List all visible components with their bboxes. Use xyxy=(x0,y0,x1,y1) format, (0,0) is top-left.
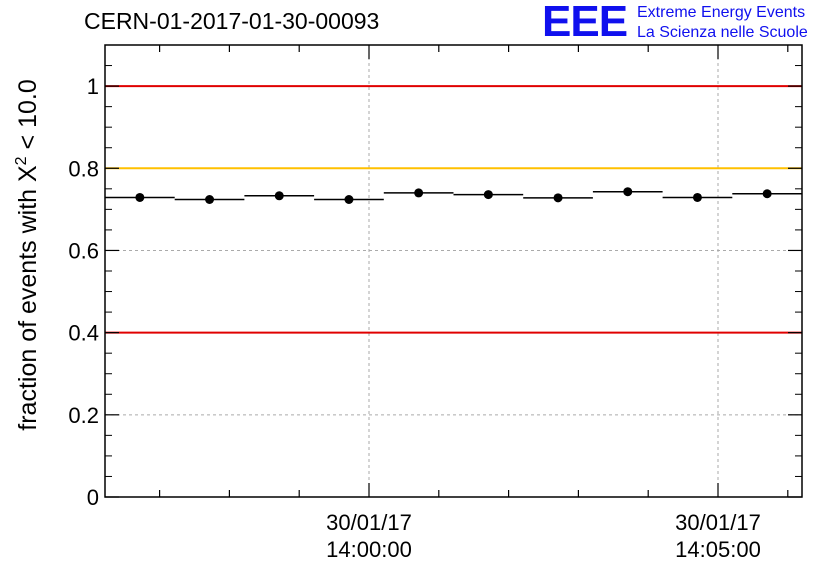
axes xyxy=(104,44,803,498)
logo-text-line2: La Scienza nelle Scuole xyxy=(637,24,808,41)
y-tick-label-0: 0 xyxy=(87,485,99,510)
x-tick-label-date-1: 30/01/17 xyxy=(675,510,761,535)
y-tick-label-5: 1 xyxy=(87,74,99,99)
y-axis-label: fraction of events with X2 < 10.0 xyxy=(13,79,42,430)
data-point-5 xyxy=(483,190,493,200)
data-point-4 xyxy=(414,188,424,198)
x-tick-label-date-0: 30/01/17 xyxy=(326,510,412,535)
y-tick-label-4: 0.8 xyxy=(68,156,99,181)
grid-lines xyxy=(105,45,802,497)
data-point-2 xyxy=(274,191,284,201)
logo-text-line1: Extreme Energy Events xyxy=(637,4,806,21)
tick-labels: 00.20.40.60.8130/01/1714:00:0030/01/1714… xyxy=(68,74,760,562)
plot-frame xyxy=(104,44,803,498)
data-point-6 xyxy=(553,193,563,203)
y-tick-label-3: 0.6 xyxy=(68,238,99,263)
x-tick-label-time-0: 14:00:00 xyxy=(326,537,412,562)
data-point-7 xyxy=(623,187,633,197)
eee-logo: EEE xyxy=(542,0,628,46)
data-point-1 xyxy=(205,195,215,205)
data-point-9 xyxy=(762,189,772,199)
data-point-8 xyxy=(692,192,702,202)
y-tick-label-2: 0.4 xyxy=(68,321,99,346)
data-points xyxy=(105,187,802,205)
reference-lines xyxy=(105,85,802,334)
data-point-0 xyxy=(135,192,145,202)
data-point-3 xyxy=(344,195,354,205)
chart-title: CERN-01-2017-01-30-00093 xyxy=(84,8,380,34)
y-tick-label-1: 0.2 xyxy=(68,403,99,428)
x-tick-label-time-1: 14:05:00 xyxy=(675,537,761,562)
